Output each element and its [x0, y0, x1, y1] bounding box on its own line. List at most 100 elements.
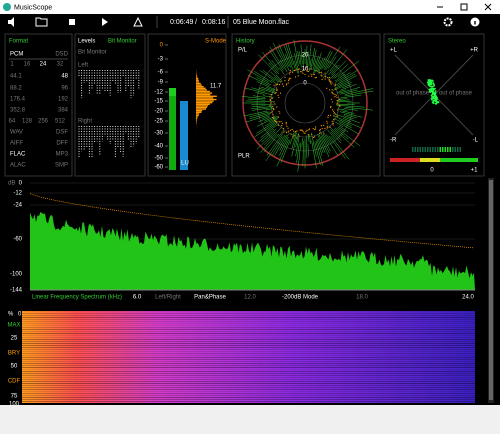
- history-trace: [254, 121, 278, 138]
- history-trace: [273, 76, 282, 84]
- history-dot: [326, 127, 328, 129]
- format-option: PCM: [10, 52, 23, 58]
- history-trace: [301, 137, 303, 148]
- history-dot: [273, 101, 275, 103]
- history-dot: [323, 124, 325, 126]
- history-trace: [296, 143, 300, 163]
- format-option: DSD: [55, 52, 68, 58]
- open-button[interactable]: [35, 17, 48, 27]
- format-option: 128: [22, 119, 33, 125]
- format-option: MP3: [56, 152, 69, 158]
- history-trace: [339, 69, 359, 82]
- scroll-thumb[interactable]: [489, 180, 493, 400]
- history-trace: [341, 110, 355, 114]
- correlation-led: [419, 147, 421, 152]
- history-dot: [320, 125, 323, 127]
- history-dot: [316, 70, 318, 72]
- history-dot: [336, 115, 339, 117]
- history-dot: [297, 134, 299, 136]
- history-trace: [334, 115, 362, 129]
- history-trace: [278, 43, 290, 67]
- history-trace: [316, 59, 321, 70]
- history-dot: [339, 104, 341, 107]
- history-trace: [260, 123, 279, 138]
- history-dot: [327, 114, 330, 117]
- loudness-histogram: [196, 92, 213, 94]
- history-dot: [299, 129, 301, 131]
- spectrogram-row: [22, 335, 475, 336]
- history-trace: [336, 89, 347, 93]
- history-trace: [334, 73, 346, 82]
- history-trace: [291, 138, 297, 157]
- history-trace: [317, 134, 326, 153]
- goniometer-dot: [435, 102, 438, 104]
- meter-scale: -3: [158, 57, 164, 63]
- history-trace: [344, 90, 374, 97]
- history-dot: [269, 98, 271, 100]
- history-dot: [333, 115, 335, 117]
- spectrogram-row: [22, 365, 475, 366]
- history-dot: [310, 73, 312, 75]
- history-dot: [330, 83, 332, 85]
- track-name: 05 Blue Moon.flac: [233, 19, 290, 26]
- stop-button[interactable]: [69, 19, 75, 25]
- volume-button[interactable]: [8, 17, 14, 27]
- history-dot: [276, 88, 278, 90]
- history-dot: [312, 127, 314, 130]
- format-option: 32: [57, 62, 64, 68]
- history-dot: [339, 106, 341, 108]
- correlation-led: [437, 147, 439, 152]
- history-trace: [271, 59, 280, 71]
- history-dot: [272, 107, 274, 110]
- close-button[interactable]: [484, 3, 492, 11]
- history-dot: [280, 121, 282, 123]
- correlation-scale: 0: [430, 168, 434, 174]
- goniometer-dot: [430, 83, 433, 86]
- history-trace: [277, 129, 285, 138]
- history-trace: [337, 60, 360, 78]
- history-dot: [329, 76, 331, 79]
- history-dot: [269, 99, 272, 102]
- goniometer-dot: [427, 83, 430, 86]
- history-trace: [292, 131, 296, 140]
- history-dot: [334, 83, 336, 85]
- history-dot: [298, 68, 300, 70]
- history-trace: [310, 47, 315, 70]
- history-trace: [256, 131, 276, 150]
- spectrogram-row: [22, 397, 475, 398]
- settings-button[interactable]: [443, 17, 453, 27]
- history-dot: [305, 130, 307, 133]
- ring-label: 20: [302, 53, 309, 59]
- history-dot: [279, 112, 281, 114]
- history-dot: [289, 71, 291, 73]
- play-button[interactable]: [102, 18, 108, 26]
- format-option: DSF: [56, 130, 68, 136]
- history-trace: [264, 115, 276, 122]
- spectrogram-row: [22, 319, 475, 320]
- history-trace: [295, 134, 300, 157]
- history-dot: [282, 127, 285, 130]
- correlation-scale: +1: [471, 168, 479, 174]
- history-dot: [311, 133, 313, 135]
- format-option: 24: [40, 62, 47, 68]
- history-dot: [303, 69, 305, 71]
- spectrogram-row: [22, 331, 475, 332]
- history-dot: [314, 129, 316, 131]
- history-dot: [286, 125, 288, 127]
- goniometer-dot: [432, 91, 435, 94]
- history-dot: [275, 91, 277, 94]
- spectrum-footer: -200dB Mode: [282, 295, 319, 301]
- maximize-button[interactable]: [460, 3, 468, 11]
- dynamic-layer: Format PCM DSD 1 16 24 32 44.1 48 88.2 96 176.4 192 3…: [7, 39, 478, 408]
- history-dot: [272, 117, 275, 119]
- history-trace: [254, 71, 273, 83]
- format-option: WAV: [10, 130, 23, 136]
- history-dot: [314, 128, 317, 130]
- spectrogram-row: [22, 375, 475, 376]
- axis-label: P/L: [238, 48, 248, 54]
- history-trace: [328, 125, 341, 138]
- eject-button[interactable]: [133, 16, 143, 27]
- history-trace: [247, 74, 270, 86]
- history-trace: [311, 132, 317, 157]
- loudness-histogram: [196, 76, 198, 78]
